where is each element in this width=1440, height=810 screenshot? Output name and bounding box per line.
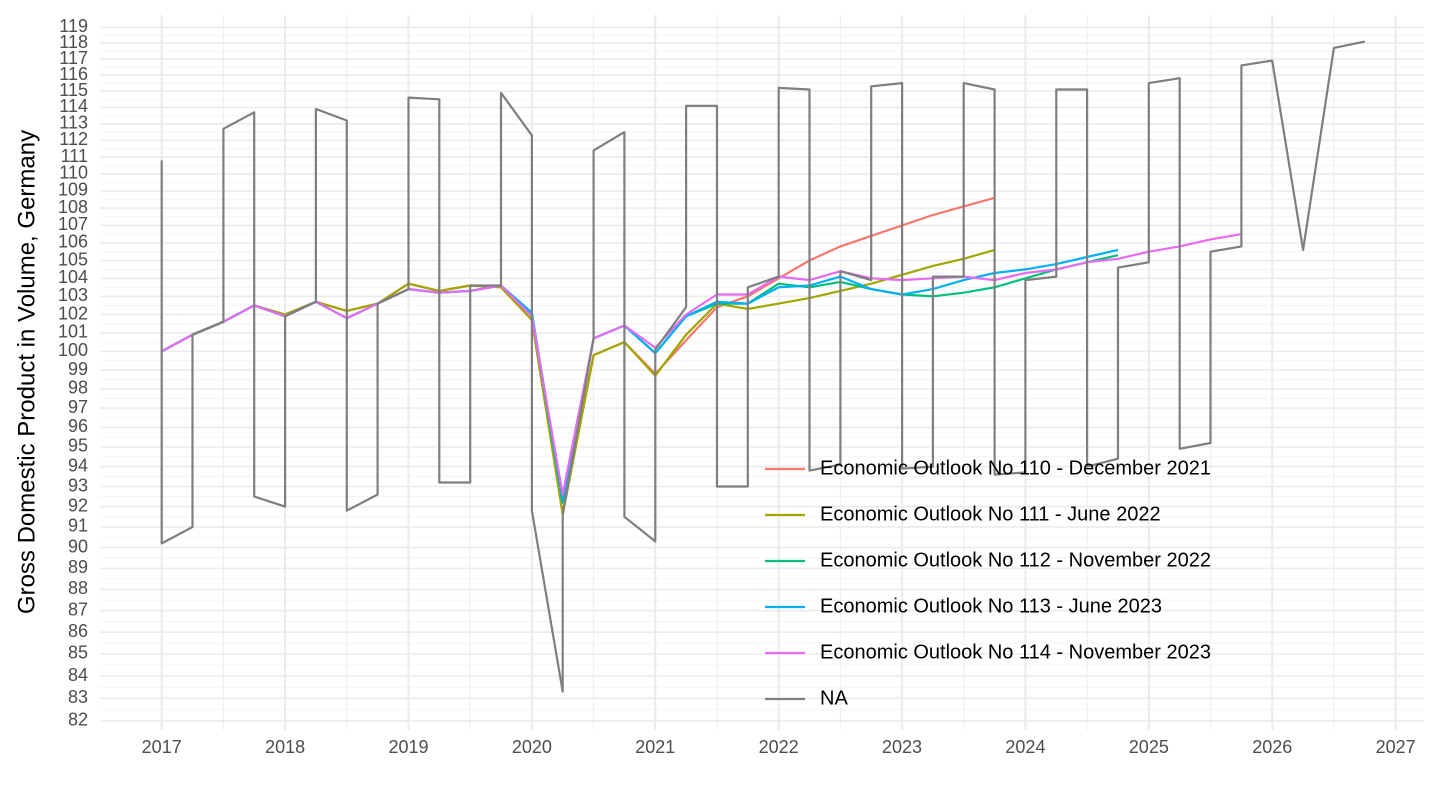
legend-label: Economic Outlook No 113 - June 2023 [820,595,1162,617]
y-tick-label: 115 [59,80,88,100]
legend-label: Economic Outlook No 112 - November 2022 [820,549,1211,571]
y-tick-label: 114 [59,96,88,116]
y-tick-label: 85 [68,643,88,663]
y-tick-label: 90 [68,536,88,556]
legend-label: NA [820,687,848,709]
x-tick-label: 2027 [1376,737,1416,757]
y-tick-label: 106 [58,232,88,252]
y-tick-label: 112 [59,129,88,149]
y-tick-label: 110 [59,163,88,183]
y-tick-label: 109 [58,180,88,200]
x-tick-label: 2019 [388,737,428,757]
y-tick-label: 92 [68,495,88,515]
x-tick-label: 2017 [142,737,182,757]
y-tick-label: 113 [59,113,88,133]
x-tick-label: 2020 [512,737,552,757]
y-tick-label: 102 [58,303,88,323]
y-tick-label: 105 [58,249,88,269]
y-axis-title: Gross Domestic Product in Volume, German… [13,130,40,614]
series-line [160,40,1366,693]
y-tick-label: 116 [59,64,88,84]
y-tick-label: 88 [68,578,88,598]
x-tick-label: 2018 [265,737,305,757]
x-tick-label: 2025 [1129,737,1169,757]
y-tick-label: 119 [59,16,88,36]
y-tick-label: 91 [68,516,88,536]
legend-label: Economic Outlook No 111 - June 2022 [820,503,1161,525]
x-tick-label: 2026 [1252,737,1292,757]
y-tick-label: 98 [68,378,88,398]
y-tick-label: 94 [68,455,88,475]
y-tick-label: 101 [58,322,88,342]
y-tick-label: 111 [61,146,88,166]
y-tick-label: 100 [58,340,88,360]
y-tick-label: 108 [58,197,88,217]
y-tick-label: 117 [59,48,88,68]
y-tick-label: 83 [68,687,88,707]
x-tick-label: 2022 [759,737,799,757]
y-tick-label: 107 [58,214,88,234]
y-tick-label: 89 [68,557,88,577]
x-tick-label: 2023 [882,737,922,757]
y-tick-label: 95 [68,436,88,456]
legend-label: Economic Outlook No 114 - November 2023 [820,641,1211,663]
y-tick-label: 118 [59,32,88,52]
y-tick-label: 87 [68,599,88,619]
y-tick-label: 104 [58,267,88,287]
y-tick-label: 86 [68,621,88,641]
y-tick-label: 103 [58,285,88,305]
x-tick-label: 2021 [635,737,675,757]
series-line [161,233,1242,496]
y-tick-label: 96 [68,416,88,436]
y-tick-label: 97 [68,397,88,417]
y-tick-label: 82 [68,710,88,730]
x-tick-label: 2024 [1005,737,1045,757]
legend-label: Economic Outlook No 110 - December 2021 [820,457,1211,479]
y-tick-label: 84 [68,665,88,685]
y-tick-label: 99 [68,359,88,379]
y-tick-label: 93 [68,475,88,495]
